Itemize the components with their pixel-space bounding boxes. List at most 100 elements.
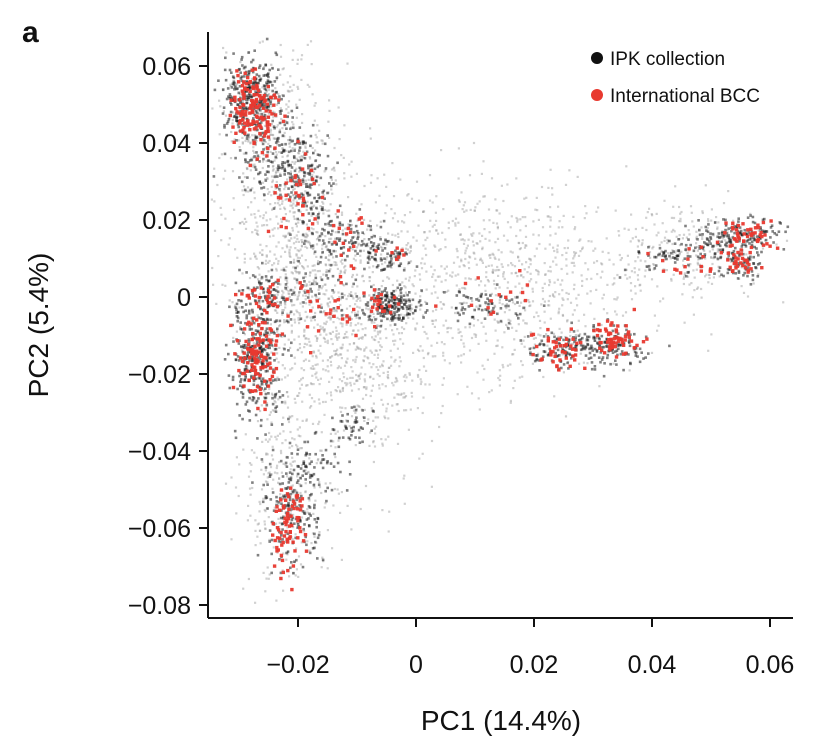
- ipk-point: [281, 538, 284, 541]
- ipk-point: [584, 345, 587, 348]
- background-point: [515, 234, 518, 238]
- background-point: [304, 259, 307, 262]
- background-point: [339, 322, 342, 325]
- background-point: [274, 170, 278, 173]
- ipk-point: [325, 499, 328, 503]
- background-point: [710, 256, 713, 259]
- background-point: [291, 415, 294, 418]
- background-point: [338, 296, 341, 299]
- ipk-point: [535, 357, 539, 361]
- background-point: [354, 292, 357, 295]
- ipk-point: [348, 460, 351, 464]
- background-point: [234, 486, 238, 489]
- background-point: [273, 111, 276, 114]
- background-point: [368, 294, 371, 297]
- ipk-point: [308, 193, 312, 197]
- background-point: [394, 380, 397, 384]
- background-point: [339, 406, 342, 409]
- background-point: [395, 378, 398, 381]
- background-point: [420, 380, 423, 383]
- ipk-point: [250, 374, 253, 378]
- background-point: [311, 355, 314, 358]
- background-point: [338, 378, 341, 381]
- ipk-point: [287, 504, 291, 508]
- ipk-point: [490, 302, 493, 305]
- background-point: [296, 418, 299, 421]
- background-point: [561, 297, 564, 300]
- ipk-point: [396, 316, 400, 320]
- ipk-point: [598, 343, 602, 347]
- background-point: [492, 221, 495, 224]
- background-point: [220, 239, 223, 242]
- ipk-point: [342, 251, 345, 255]
- ipk-point: [248, 159, 252, 162]
- ipk-point: [243, 133, 247, 137]
- background-point: [325, 333, 328, 336]
- ipk-point: [300, 192, 303, 196]
- background-point: [627, 228, 630, 231]
- ipk-point: [733, 231, 736, 235]
- background-point: [546, 344, 549, 347]
- background-point: [303, 330, 306, 333]
- background-point: [231, 228, 234, 231]
- ipk-point: [574, 336, 577, 339]
- ipk-point: [311, 123, 315, 127]
- background-point: [434, 291, 437, 294]
- ipk-point: [287, 481, 291, 484]
- background-point: [211, 266, 214, 270]
- background-point: [514, 285, 517, 288]
- background-point: [298, 272, 301, 275]
- ipk-point: [588, 351, 592, 355]
- background-point: [245, 220, 248, 223]
- ipk-point: [254, 401, 258, 405]
- background-point: [285, 456, 288, 459]
- background-point: [543, 321, 546, 324]
- ipk-point: [278, 319, 282, 323]
- background-point: [286, 219, 289, 222]
- background-point: [255, 140, 258, 143]
- background-point: [290, 271, 293, 274]
- background-point: [594, 247, 597, 250]
- ipk-point: [287, 417, 290, 421]
- background-point: [307, 178, 310, 181]
- ipk-point: [289, 163, 292, 167]
- ipk-point: [279, 174, 282, 177]
- ipk-point: [223, 126, 226, 129]
- background-point: [380, 438, 383, 441]
- background-point: [244, 139, 247, 143]
- background-point: [514, 272, 517, 275]
- background-point: [447, 289, 450, 292]
- background-point: [378, 194, 381, 197]
- background-point: [372, 316, 376, 319]
- ipk-point: [283, 123, 287, 127]
- ipk-point: [327, 269, 331, 273]
- background-point: [523, 197, 526, 200]
- ipk-point: [257, 107, 260, 111]
- ipk-point: [239, 384, 242, 387]
- ipk-point: [250, 158, 254, 162]
- background-point: [669, 257, 672, 260]
- ipk-point: [644, 335, 648, 339]
- background-point: [291, 58, 294, 61]
- ipk-point: [372, 303, 376, 306]
- background-point: [726, 229, 729, 232]
- ipk-point: [363, 313, 367, 316]
- background-point: [320, 449, 323, 452]
- background-point: [281, 127, 284, 130]
- background-point: [404, 277, 407, 280]
- background-point: [532, 233, 535, 236]
- ipk-point: [368, 251, 372, 255]
- background-point: [277, 481, 280, 484]
- background-point: [281, 289, 284, 292]
- background-point: [335, 353, 338, 356]
- background-point: [295, 309, 298, 312]
- background-point: [291, 204, 294, 207]
- ipk-point: [303, 201, 307, 205]
- ipk-point: [321, 454, 324, 457]
- ipk-point: [647, 254, 650, 257]
- ipk-point: [317, 193, 320, 196]
- background-point: [529, 263, 532, 266]
- background-point: [435, 229, 438, 232]
- background-point: [371, 271, 374, 274]
- background-point: [475, 242, 478, 245]
